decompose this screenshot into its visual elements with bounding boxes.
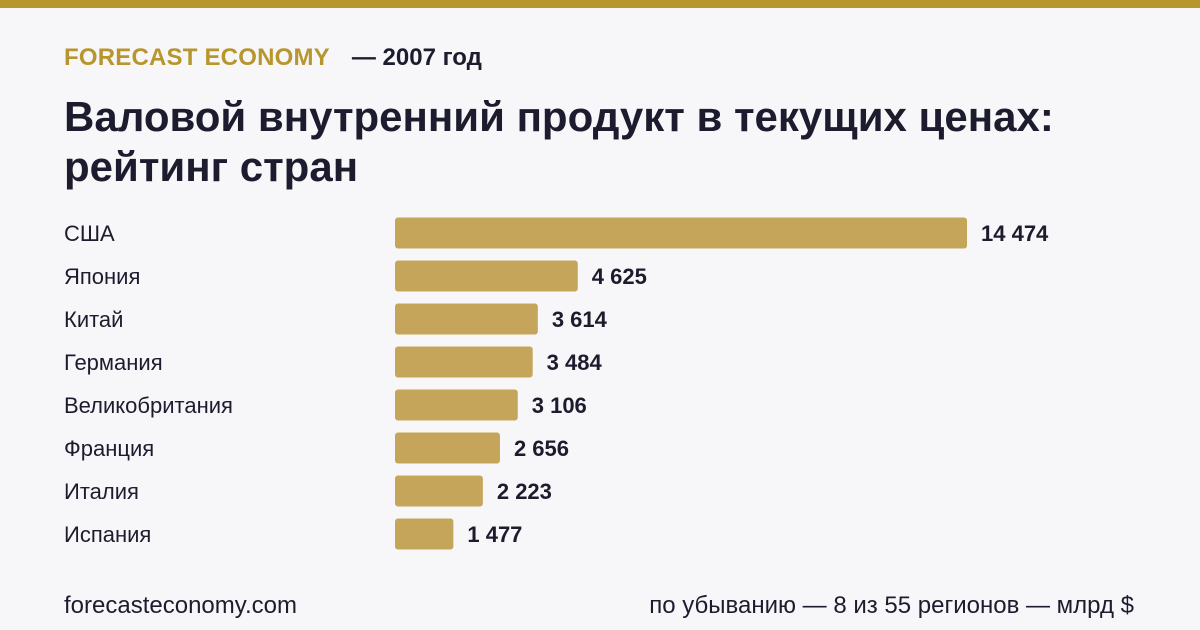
value-label: 3 106	[532, 393, 587, 418]
value-label: 4 625	[592, 264, 647, 289]
brand-name: FORECAST ECONOMY	[64, 44, 330, 71]
category-label: США	[64, 221, 115, 246]
bar	[395, 518, 454, 550]
bar	[395, 389, 518, 421]
footer-site: forecasteconomy.com	[64, 592, 297, 619]
top-accent-rule	[0, 0, 1200, 8]
bars-layer: США 14 474 Япония 4 625 Китай 3 614 Германия 3 …	[64, 217, 1049, 550]
bar	[395, 346, 533, 378]
bar	[395, 217, 967, 249]
value-label: 3 614	[552, 307, 608, 332]
page-title: Валовой внутренний продукт в текущих цен…	[64, 93, 1054, 190]
category-label: Япония	[64, 264, 140, 289]
bar	[395, 303, 538, 335]
category-label: Испания	[64, 522, 151, 547]
category-label: Китай	[64, 307, 123, 332]
bar	[395, 432, 500, 464]
category-label: Великобритания	[64, 393, 233, 418]
value-label: 1 477	[467, 522, 522, 547]
category-label: Франция	[64, 436, 154, 461]
value-label: 2 656	[514, 436, 569, 461]
footer-note: по убыванию — 8 из 55 регионов — млрд $	[649, 592, 1134, 619]
value-label: 14 474	[981, 221, 1049, 246]
value-label: 2 223	[497, 479, 552, 504]
bar	[395, 260, 578, 292]
value-label: 3 484	[547, 350, 603, 375]
category-label: Германия	[64, 350, 163, 375]
category-label: Италия	[64, 479, 139, 504]
year-label: — 2007 год	[351, 44, 482, 71]
header: FORECAST ECONOMY — 2007 год	[64, 44, 482, 72]
bar	[395, 475, 483, 507]
